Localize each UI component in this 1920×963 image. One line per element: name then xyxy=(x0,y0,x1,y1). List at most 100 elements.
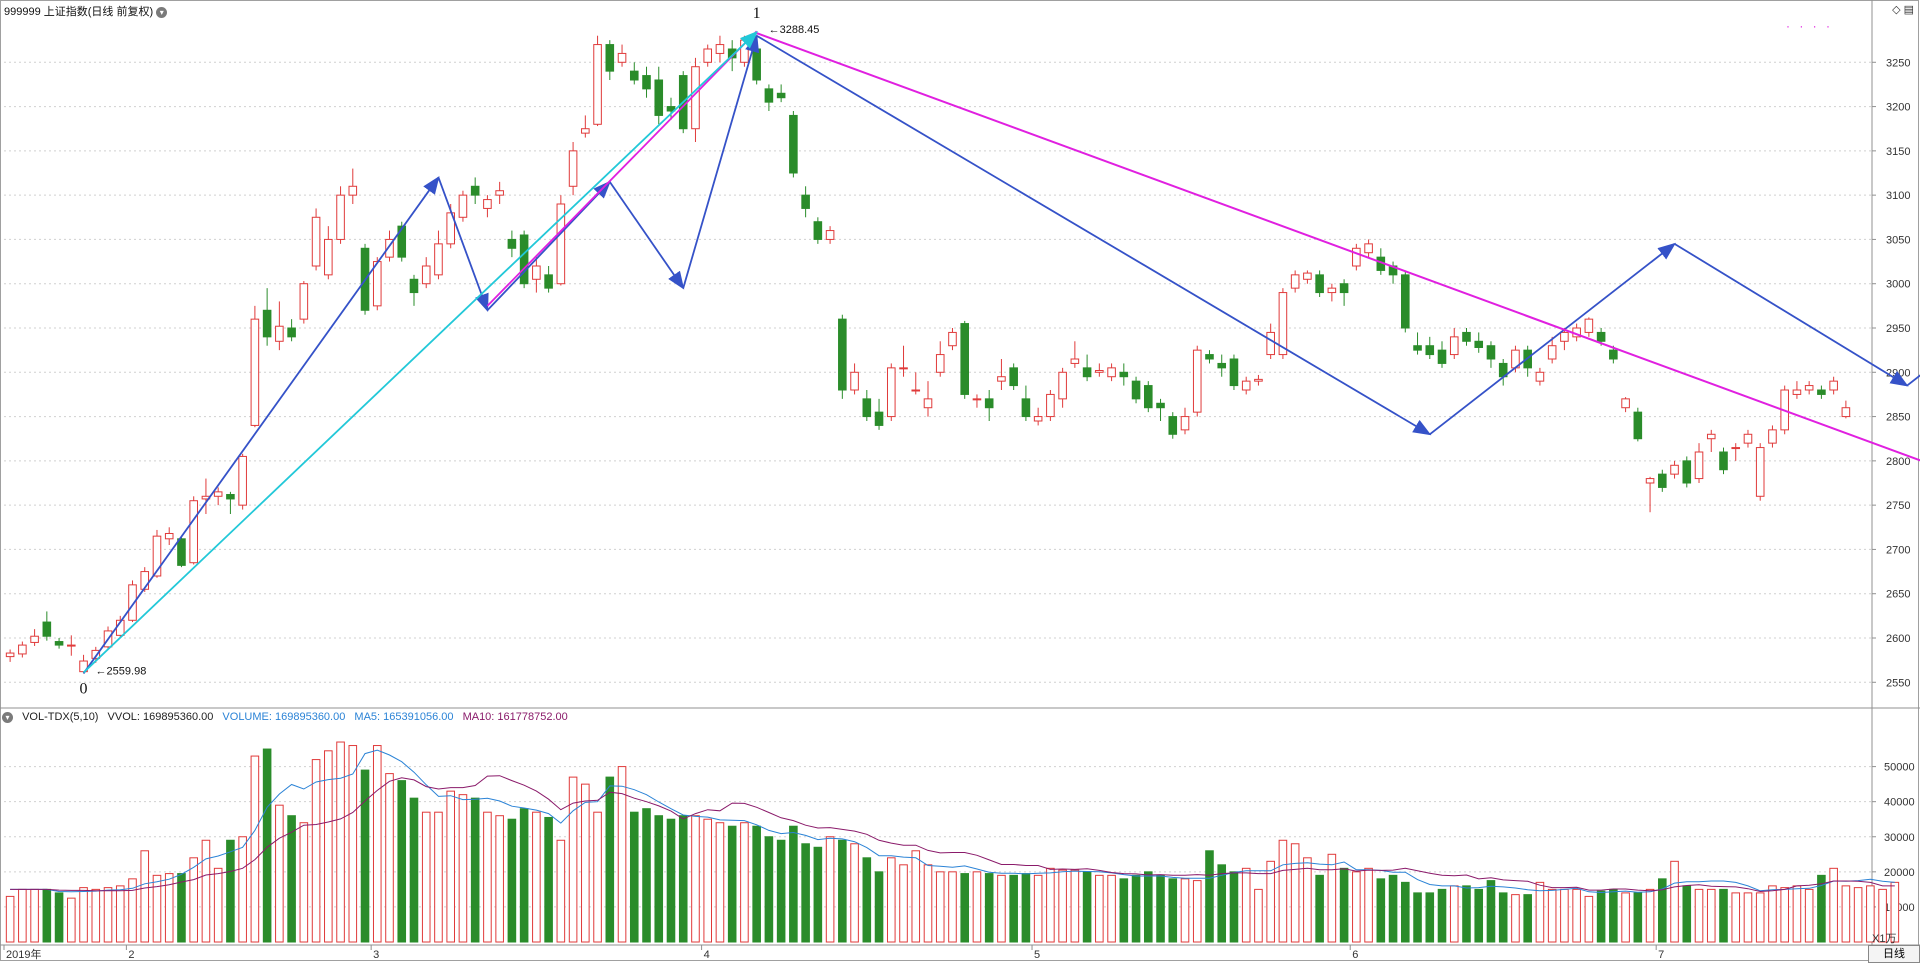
volume-bar-down xyxy=(1401,881,1410,943)
candle-up xyxy=(275,325,284,342)
candle-up xyxy=(1804,385,1814,391)
volume-bar-up xyxy=(372,745,382,943)
volume-bar-up xyxy=(1694,888,1704,943)
volume-bar-up xyxy=(336,741,345,943)
dropdown-icon[interactable]: ▾ xyxy=(156,6,168,18)
volume-bar-down xyxy=(1413,892,1422,943)
volume-bar-up xyxy=(1180,878,1190,943)
volume-bar-down xyxy=(1168,878,1178,943)
volume-bar-up xyxy=(1829,867,1838,943)
volume-bar-down xyxy=(1719,888,1728,943)
volume-bar-up xyxy=(1768,885,1777,943)
volume-bar-down xyxy=(1633,892,1643,943)
volume-bar-down xyxy=(1143,871,1153,943)
volume-bar-up xyxy=(458,794,468,943)
price-tick-label: 2650 xyxy=(1886,589,1910,601)
volume-bar-down xyxy=(605,776,615,943)
volume-bar-up xyxy=(691,815,700,943)
volume-bar-up xyxy=(1780,887,1789,943)
volume-bar-down xyxy=(226,839,235,943)
candle-up xyxy=(1694,451,1704,480)
volume-tick-label: 10000 xyxy=(1884,902,1915,914)
candle-down xyxy=(666,106,676,112)
candle-down xyxy=(960,323,970,395)
candle-down xyxy=(862,398,872,418)
volume-bar-up xyxy=(201,839,211,943)
candle-up xyxy=(311,216,321,267)
volume-bar-up xyxy=(593,811,602,943)
candle-down xyxy=(1401,274,1410,329)
candle-up xyxy=(495,190,504,196)
volume-bar-up xyxy=(1731,892,1741,943)
vvol-value: VVOL: 169895360.00 xyxy=(107,711,214,723)
volume-bar-down xyxy=(42,888,52,943)
volume-bar-up xyxy=(1572,888,1581,943)
volume-bar-up xyxy=(238,836,247,943)
candle-up xyxy=(458,194,468,218)
candle-down xyxy=(629,70,639,81)
volume-bar-down xyxy=(54,892,64,943)
candle-down xyxy=(1217,362,1227,369)
volume-bar-up xyxy=(899,864,908,943)
volume-bar-up xyxy=(1058,869,1067,943)
volume-bar-up xyxy=(1670,860,1679,943)
candle-up xyxy=(532,265,541,280)
candle-up xyxy=(825,230,835,240)
candle-up xyxy=(213,491,223,497)
volume-tick-label: 50000 xyxy=(1884,762,1915,774)
volume-bar-up xyxy=(250,755,260,943)
volume-bar-down xyxy=(1462,885,1471,943)
volume-bar-up xyxy=(67,897,76,943)
volume-bar-down xyxy=(287,815,296,943)
candle-down xyxy=(1315,274,1324,294)
volume-bar-up xyxy=(1706,888,1716,943)
candle-down xyxy=(1021,398,1031,418)
price-tick-label: 2550 xyxy=(1886,677,1910,689)
volume-bar-up xyxy=(972,871,982,943)
candle-up xyxy=(1290,274,1300,289)
candle-up xyxy=(30,635,39,643)
volume-bar-up xyxy=(532,811,541,943)
candle-up xyxy=(152,535,162,577)
x-tick-label: 3 xyxy=(373,949,379,961)
candle-up xyxy=(972,398,982,401)
volume-bar-up xyxy=(103,887,113,943)
candle-down xyxy=(1633,411,1643,440)
volume-bar-up xyxy=(1560,888,1569,943)
candle-up xyxy=(5,652,15,658)
price-tick-label: 2950 xyxy=(1886,323,1910,335)
candle-up xyxy=(886,367,896,418)
panel-icon[interactable]: ▤ xyxy=(1903,4,1914,16)
volume-bar-down xyxy=(776,839,786,943)
candle-up xyxy=(703,48,713,63)
volume-menu-icon[interactable]: ▾ xyxy=(2,711,13,723)
volume-header: ▾ VOL-TDX(5,10) VVOL: 169895360.00 VOLUM… xyxy=(2,711,574,723)
volume-bar-down xyxy=(984,873,994,943)
volume-indicator: VOL-TDX(5,10) xyxy=(22,711,99,723)
volume-bar-up xyxy=(385,773,394,943)
diamond-icon[interactable]: ◇ xyxy=(1892,4,1901,16)
candle-down xyxy=(262,309,272,338)
x-tick-label: 6 xyxy=(1352,949,1358,961)
candle-up xyxy=(238,455,247,506)
period-button[interactable]: 日线 xyxy=(1868,945,1920,963)
candle-up xyxy=(911,389,921,392)
candle-up xyxy=(1033,416,1043,422)
candle-down xyxy=(1609,349,1618,360)
candle-down xyxy=(544,274,553,289)
candle-down xyxy=(519,234,529,285)
price-tick-label: 3200 xyxy=(1886,102,1910,114)
candle-up xyxy=(250,318,260,426)
candle-up xyxy=(421,265,431,285)
volume-bar-up xyxy=(911,850,921,943)
cyan-trend-line xyxy=(82,30,758,674)
candle-up xyxy=(372,261,382,307)
price-tick-label: 3000 xyxy=(1886,279,1910,291)
candle-up xyxy=(1278,292,1288,356)
volume-bar-down xyxy=(1523,894,1532,943)
candle-up xyxy=(568,150,578,187)
volume-bar-down xyxy=(1009,874,1018,943)
price-tick-label: 3150 xyxy=(1886,146,1910,158)
candle-up xyxy=(923,398,933,409)
candle-up xyxy=(1829,380,1838,391)
